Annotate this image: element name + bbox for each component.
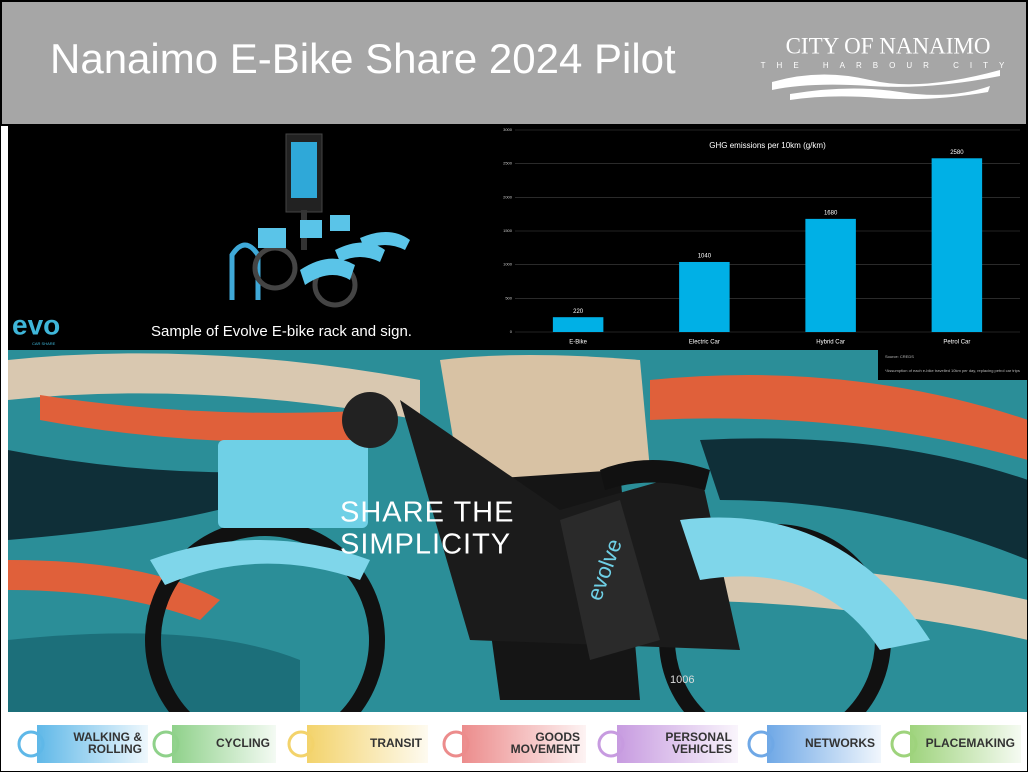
basket xyxy=(330,215,350,231)
value-label: 220 xyxy=(573,309,584,315)
bar xyxy=(932,158,983,332)
basket xyxy=(300,220,322,238)
bar xyxy=(805,219,856,332)
chart-title: GHG emissions per 10km (g/km) xyxy=(709,141,826,150)
footer-label: PLACEMAKING xyxy=(926,736,1015,750)
evo-logo: evo xyxy=(12,309,60,340)
slide-title: Nanaimo E-Bike Share 2024 Pilot xyxy=(50,35,676,82)
x-tick-label: Hybrid Car xyxy=(816,340,845,346)
helmet xyxy=(342,392,398,448)
headline-line: SHARE THE xyxy=(340,497,514,529)
y-tick-label: 500 xyxy=(505,295,512,300)
y-tick-label: 1500 xyxy=(503,228,513,233)
footer-label: MOVEMENT xyxy=(511,742,581,756)
chart-source: Source: CREDS xyxy=(885,354,914,359)
y-tick-label: 2000 xyxy=(503,194,513,199)
y-tick-label: 2500 xyxy=(503,161,513,166)
x-tick-label: Electric Car xyxy=(689,340,720,346)
chart-note: *Assumption of each e-bike travelled 10k… xyxy=(885,368,1020,373)
footer-label: ROLLING xyxy=(88,742,142,756)
bar xyxy=(679,262,730,332)
bar xyxy=(553,317,604,332)
logo-title: CITY OF NANAIMO xyxy=(786,33,991,58)
footer-label: VEHICLES xyxy=(672,742,732,756)
x-tick-label: E-Bike xyxy=(569,340,587,346)
evo-logo-sub: CAR SHARE xyxy=(32,341,56,346)
sign-screen xyxy=(291,142,317,198)
x-tick-label: Petrol Car xyxy=(943,340,970,346)
page: Nanaimo E-Bike Share 2024 Pilot CITY OF … xyxy=(0,0,1028,772)
caption: Sample of Evolve E-bike rack and sign. xyxy=(151,323,412,340)
y-tick-label: 1000 xyxy=(503,262,513,267)
value-label: 2580 xyxy=(950,150,964,156)
y-tick-label: 3000 xyxy=(503,127,513,132)
value-label: 1680 xyxy=(824,210,838,216)
logo-subtitle: THE HARBOUR CITY xyxy=(761,61,1016,70)
photo: evolve 1006 SHARE THE SIMPLICITY xyxy=(8,350,1028,752)
slide: Nanaimo E-Bike Share 2024 Pilot CITY OF … xyxy=(0,0,1028,772)
footer-label: TRANSIT xyxy=(370,736,423,750)
basket xyxy=(258,228,286,248)
bike-number: 1006 xyxy=(670,674,694,686)
headline-line: SIMPLICITY xyxy=(340,529,511,561)
footer-label: NETWORKS xyxy=(805,736,875,750)
footer-label: CYCLING xyxy=(216,736,270,750)
value-label: 1040 xyxy=(698,254,712,260)
